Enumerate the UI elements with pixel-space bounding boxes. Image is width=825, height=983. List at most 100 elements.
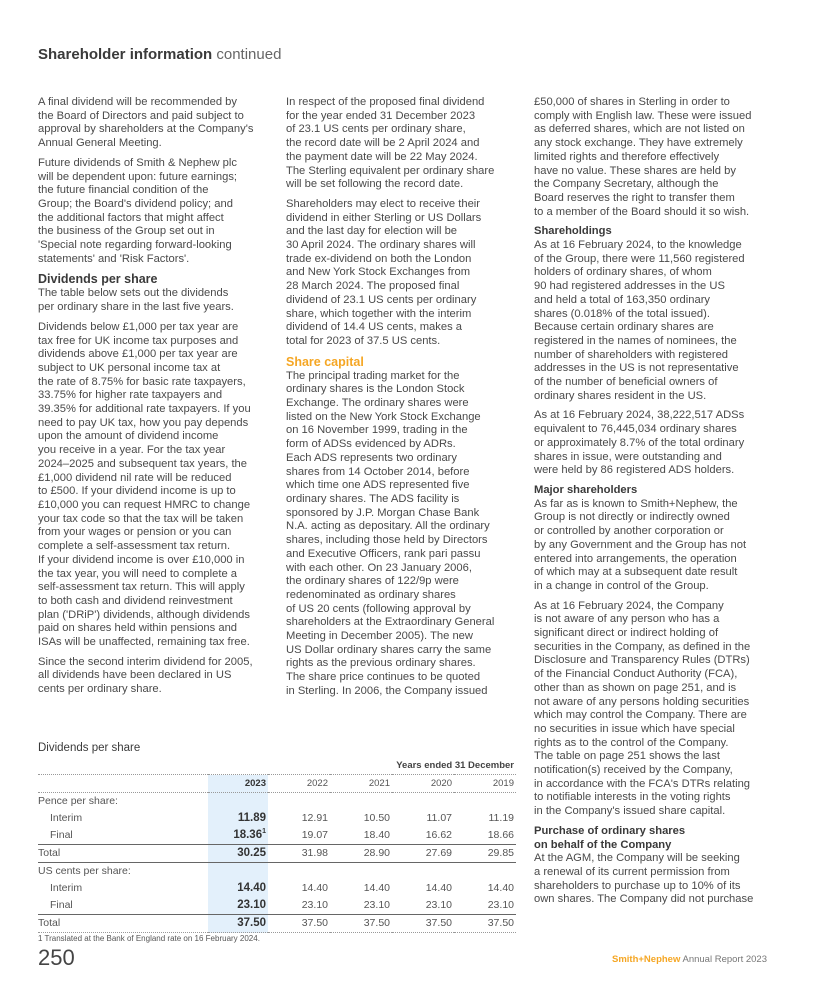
text-line: your tax code so that the tax will be ta… — [38, 512, 244, 525]
text-line: limited rights and therefore effectively — [534, 150, 720, 163]
text-line: rights as to the control of the Company. — [534, 736, 729, 749]
text-line: the record date will be 2 April 2024 and — [286, 137, 480, 150]
text-line: the payment date will be 22 May 2024. — [286, 150, 478, 163]
text-line: shares (0.018% of the total issued). — [534, 307, 710, 320]
value-cell: 16.62 — [392, 827, 454, 845]
text-line: In respect of the proposed final dividen… — [286, 96, 485, 108]
text-line: shares in issue, were outstanding and — [534, 450, 722, 463]
text-line: upon the amount of dividend income — [38, 430, 219, 443]
year-header: 2019 — [454, 774, 516, 793]
row-label: Final — [38, 827, 208, 845]
paragraph: At the AGM, the Company will be seeking a… — [534, 852, 774, 907]
text-line: 2024–2025 and subsequent tax years, the — [38, 457, 247, 470]
text-column-3: £50,000 of shares in Sterling in order t… — [534, 96, 774, 913]
text-line: The table below sets out the dividends — [38, 287, 229, 300]
text-line: 'Special note regarding forward-looking — [38, 239, 232, 252]
text-line: were held by 86 registered ADS holders. — [534, 464, 735, 477]
section-heading: Share capital — [286, 354, 364, 369]
value-cell: 14.40 — [208, 880, 268, 897]
text-line: of the Financial Conduct Authority (FCA)… — [534, 668, 738, 681]
text-line: Meeting in December 2005). The new — [286, 630, 473, 643]
value-cell: 18.361 — [208, 827, 268, 845]
text-line: to notifiable interests in the voting ri… — [534, 791, 731, 804]
text-line: in Sterling. In 2006, the Company issued — [286, 684, 488, 697]
text-line: holders of ordinary shares, of whom — [534, 266, 712, 279]
period-header-text: Years ended 31 December — [396, 760, 514, 771]
value-cell-text: 11.07 — [426, 812, 453, 824]
text-line: securities in the Company, as defined in… — [534, 640, 751, 653]
text-line: comply with English law. These were issu… — [534, 109, 752, 122]
paragraph: The principal trading market for the ordi… — [286, 370, 526, 699]
text-line: subject to UK personal income tax at — [38, 361, 221, 374]
text-line: Group is not directly or indirectly owne… — [534, 511, 730, 524]
text-line: of the Group, there were 11,560 register… — [534, 252, 745, 265]
text-line: sponsored by J.P. Morgan Chase Bank — [286, 506, 480, 519]
text-line: Because certain ordinary shares are — [534, 321, 714, 334]
value-cell-text: 11.89 — [237, 812, 266, 824]
text-line: listed on the New York Stock Exchange — [286, 410, 481, 423]
total-label: Total — [38, 844, 208, 863]
blank — [38, 757, 208, 775]
total-value-text: 28.90 — [363, 847, 390, 859]
text-line: all dividends have been declared in US — [38, 669, 232, 682]
text-line: the additional factors that might affect — [38, 211, 224, 224]
period-header: Years ended 31 December — [208, 757, 516, 775]
year-header-row: 2023 2022 2021 2020 2019 — [38, 774, 516, 793]
value-cell-text: 18.40 — [363, 829, 390, 841]
total-row: Total 37.50 37.50 37.50 37.50 37.50 — [38, 914, 516, 933]
value-cell-text: 14.40 — [363, 882, 390, 894]
value-cell-text: 18.36 — [233, 829, 263, 841]
section-label-text: Pence per share: — [38, 795, 118, 807]
value-cell: 14.40 — [392, 880, 454, 897]
section-heading: Purchase of ordinary shares — [534, 824, 686, 837]
text-line: 90 had registered addresses in the US — [534, 280, 725, 293]
value-cell: 11.19 — [454, 810, 516, 827]
value-cell-text: 23.10 — [487, 899, 514, 911]
page-number: 250 — [38, 945, 75, 970]
text-line: to £500. If your dividend income is up t… — [38, 485, 236, 498]
text-line: form of ADSs evidenced by ADRs. — [286, 438, 456, 451]
text-line: rights as the previous ordinary shares. — [286, 657, 476, 670]
text-line: of US 20 cents (following approval by — [286, 602, 471, 615]
text-line: The share price continues to be quoted — [286, 671, 481, 684]
row-label: Final — [38, 897, 208, 915]
value-cell: 10.50 — [330, 810, 392, 827]
text-line: dividend of 23.1 US cents per ordinary — [286, 293, 477, 306]
value-cell-text: 23.10 — [301, 899, 328, 911]
text-line: by any Government and the Group has not — [534, 538, 747, 551]
empty-cell — [330, 863, 392, 881]
text-line: notification(s) received by the Company, — [534, 764, 733, 777]
text-line: will be set following the record date. — [286, 178, 464, 191]
total-value: 37.50 — [330, 914, 392, 933]
value-cell: 12.91 — [268, 810, 330, 827]
row-label: Interim — [38, 880, 208, 897]
total-value-text: 30.25 — [237, 847, 266, 859]
text-line: the rate of 8.75% for basic rate taxpaye… — [38, 375, 246, 388]
total-value: 37.50 — [208, 914, 268, 933]
text-line: £10,000 you can request HMRC to change — [38, 498, 251, 511]
paragraph: As at 16 February 2024, the Company is no… — [534, 600, 774, 819]
paragraph: Since the second interim dividend for 20… — [38, 656, 278, 697]
total-value: 27.69 — [392, 844, 454, 863]
text-line: £1,000 dividend nil rate will be reduced — [38, 471, 232, 484]
text-line: cents per ordinary share. — [38, 683, 162, 696]
text-line: not aware of any persons holding securit… — [534, 695, 750, 708]
text-line: to both cash and dividend reinvestment — [38, 594, 233, 607]
text-line: other than as shown on page 251, and is — [534, 681, 737, 694]
text-line: and the last day for election will be — [286, 225, 458, 238]
text-line: US Dollar ordinary shares carry the same — [286, 643, 492, 656]
text-line: Exchange. The ordinary shares were — [286, 397, 469, 410]
table-title: Dividends per share — [38, 742, 141, 754]
row-label: Interim — [38, 810, 208, 827]
value-cell: 11.89 — [208, 810, 268, 827]
text-line: Since the second interim dividend for 20… — [38, 655, 253, 668]
text-line: redenominated as ordinary shares — [286, 588, 456, 601]
value-cell: 14.40 — [268, 880, 330, 897]
text-line: The table on page 251 shows the last — [534, 750, 720, 763]
footer-brand: Smith+Nephew Annual Report 2023 — [612, 954, 767, 965]
total-value: 37.50 — [454, 914, 516, 933]
text-line: trade ex-dividend on both the London — [286, 252, 472, 265]
value-cell-text: 14.40 — [487, 882, 514, 894]
total-value-text: 27.69 — [425, 847, 452, 859]
text-line: or approximately 8.7% of the total ordin… — [534, 436, 745, 449]
